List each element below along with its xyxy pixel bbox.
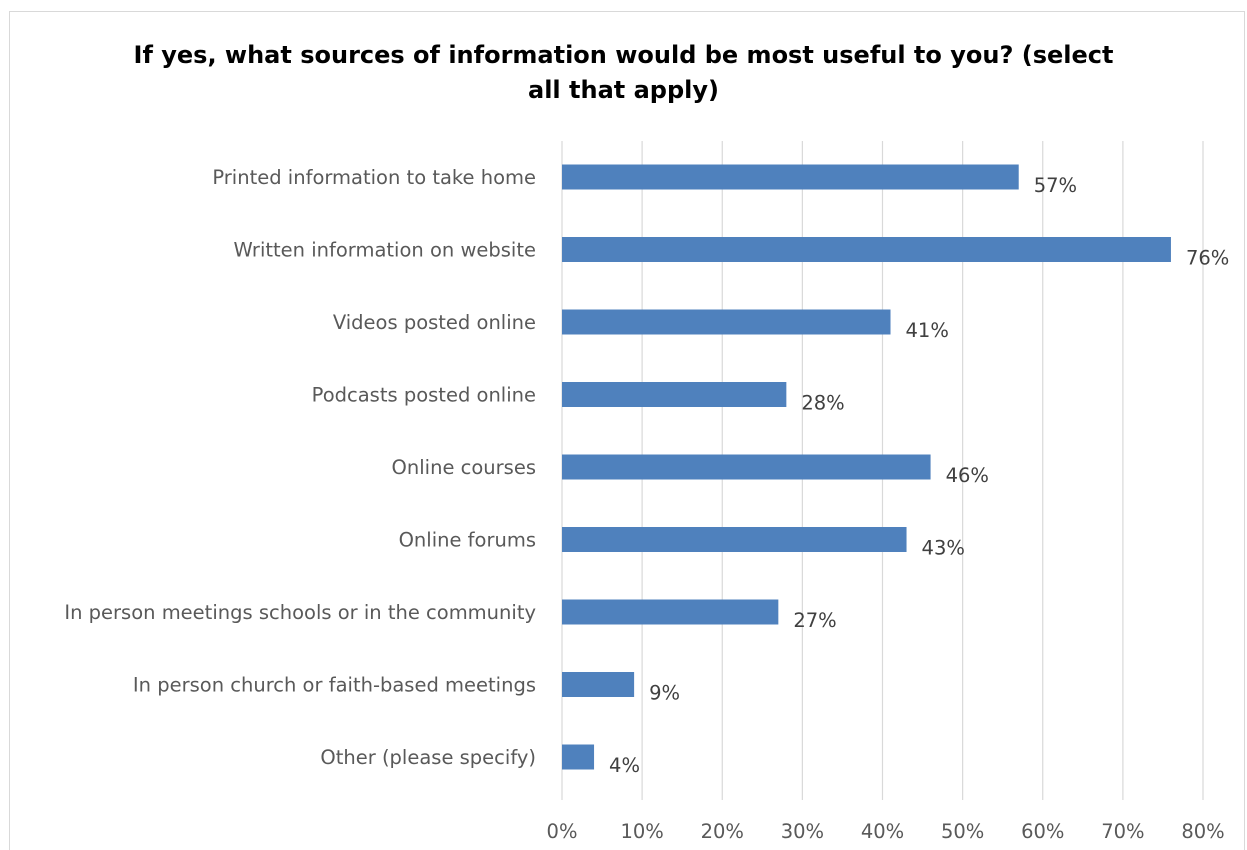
- bar-6: [562, 599, 779, 625]
- data-label-4: 46%: [946, 464, 989, 487]
- bar-5: [562, 527, 907, 552]
- x-tick-label-80: 80%: [1181, 820, 1224, 843]
- x-tick-label-70: 70%: [1101, 820, 1144, 843]
- category-label-4: Online courses: [392, 456, 536, 479]
- x-tick-label-0: 0%: [547, 820, 578, 843]
- bar-0: [562, 164, 1019, 190]
- category-label-7: In person church or faith-based meetings: [133, 674, 536, 697]
- x-tick-label-40: 40%: [861, 820, 904, 843]
- x-tick-label-50: 50%: [941, 820, 984, 843]
- bar-1: [562, 237, 1171, 262]
- bar-8: [562, 744, 595, 770]
- category-label-0: Printed information to take home: [212, 166, 536, 189]
- category-label-2: Videos posted online: [333, 311, 536, 334]
- bar-4: [562, 454, 931, 480]
- category-label-8: Other (please specify): [320, 746, 536, 769]
- x-tick-label-60: 60%: [1021, 820, 1064, 843]
- bar-2: [562, 309, 891, 335]
- bar-3: [562, 382, 787, 407]
- bar-7: [562, 672, 635, 697]
- x-tick-label-30: 30%: [781, 820, 824, 843]
- category-label-1: Written information on website: [234, 239, 536, 262]
- data-label-2: 41%: [906, 319, 949, 342]
- x-tick-label-10: 10%: [620, 820, 663, 843]
- data-label-7: 9%: [649, 682, 680, 705]
- chart-title: If yes, what sources of information woul…: [0, 38, 1247, 108]
- category-label-3: Podcasts posted online: [312, 384, 536, 407]
- chart-frame: [9, 11, 1245, 850]
- x-tick-label-20: 20%: [701, 820, 744, 843]
- data-label-5: 43%: [922, 537, 965, 560]
- data-label-8: 4%: [609, 754, 640, 777]
- chart-title-line-2: all that apply): [528, 76, 719, 104]
- category-label-5: Online forums: [399, 529, 536, 552]
- data-label-0: 57%: [1034, 174, 1077, 197]
- data-label-6: 27%: [793, 609, 836, 632]
- data-label-3: 28%: [801, 392, 844, 415]
- data-label-1: 76%: [1186, 247, 1229, 270]
- category-label-6: In person meetings schools or in the com…: [64, 601, 536, 624]
- chart-title-line-1: If yes, what sources of information woul…: [133, 41, 1114, 69]
